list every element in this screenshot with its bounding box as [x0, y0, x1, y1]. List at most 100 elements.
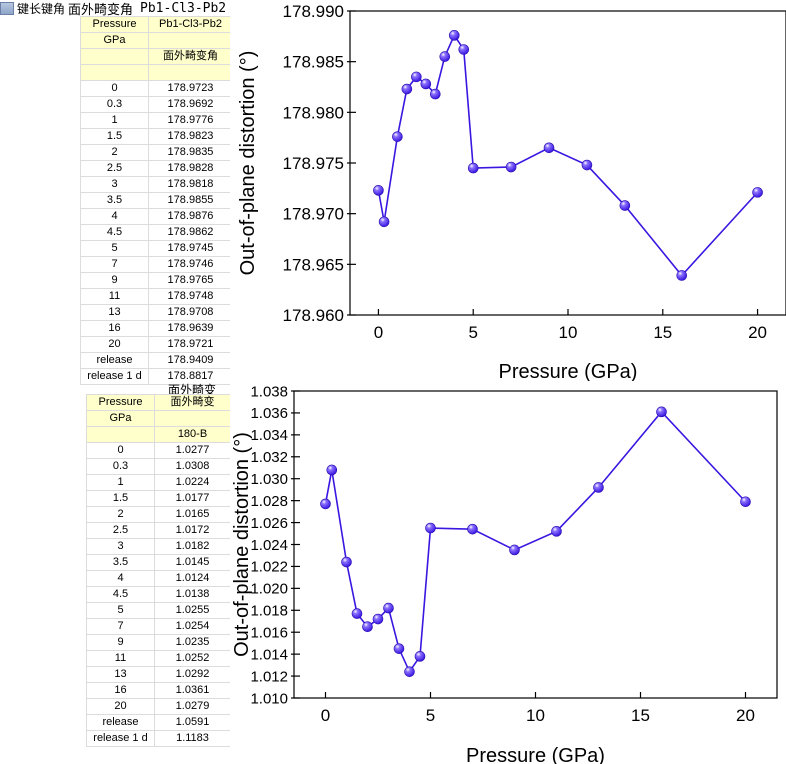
- pressure-cell[interactable]: 1.5: [80, 128, 149, 145]
- pressure-cell[interactable]: 11: [86, 650, 155, 667]
- pressure-cell[interactable]: 4: [86, 570, 155, 587]
- value-cell[interactable]: 178.9745: [148, 240, 233, 257]
- chart-2[interactable]: 1.010 1.012 1.014 1.016 1.018 1.020 1.022 1.024…: [230, 381, 786, 764]
- col-a-name[interactable]: Pressure: [80, 16, 149, 33]
- value-cell[interactable]: 1.0255: [154, 602, 231, 619]
- pressure-cell[interactable]: 5: [86, 602, 155, 619]
- value-cell[interactable]: 1.0252: [154, 650, 231, 667]
- pressure-cell[interactable]: 0: [80, 80, 149, 97]
- value-cell[interactable]: 178.9639: [148, 320, 233, 337]
- col-b-units[interactable]: [148, 32, 233, 49]
- worksheet-2[interactable]: Pressure 面外畸变 GPa 180-B 0 1.0277 0.3 1.0308…: [86, 394, 231, 747]
- value-cell[interactable]: 178.9776: [148, 112, 233, 129]
- pressure-cell[interactable]: 3.5: [80, 192, 149, 209]
- table-row[interactable]: 9 1.0235: [86, 634, 231, 651]
- col-b-comment[interactable]: 180-B: [154, 426, 231, 443]
- value-cell[interactable]: 1.0172: [154, 522, 231, 539]
- table-row[interactable]: release 1 d 1.1183: [86, 730, 231, 747]
- table-row[interactable]: 11 1.0252: [86, 650, 231, 667]
- value-cell[interactable]: 1.0224: [154, 474, 231, 491]
- table-row[interactable]: 0 1.0277: [86, 442, 231, 459]
- value-cell[interactable]: 1.0165: [154, 506, 231, 523]
- col-b-units[interactable]: [154, 410, 231, 427]
- pressure-cell[interactable]: 13: [86, 666, 155, 683]
- value-cell[interactable]: 1.0124: [154, 570, 231, 587]
- pressure-cell[interactable]: 13: [80, 304, 149, 321]
- table-row[interactable]: 20 1.0279: [86, 698, 231, 715]
- col-a-units[interactable]: GPa: [80, 32, 149, 49]
- table-row[interactable]: 0 178.9723: [80, 80, 233, 97]
- table-row[interactable]: 7 178.9746: [80, 256, 233, 273]
- pressure-cell[interactable]: 4: [80, 208, 149, 225]
- value-cell[interactable]: 178.9876: [148, 208, 233, 225]
- value-cell[interactable]: 178.9748: [148, 288, 233, 305]
- pressure-cell[interactable]: 4.5: [80, 224, 149, 241]
- table-row[interactable]: 4 1.0124: [86, 570, 231, 587]
- value-cell[interactable]: 1.0182: [154, 538, 231, 555]
- col-b-name[interactable]: Pb1-Cl3-Pb2: [148, 16, 233, 33]
- table-row[interactable]: 3.5 178.9855: [80, 192, 233, 209]
- col-b-blank[interactable]: [148, 64, 233, 81]
- pressure-cell[interactable]: 7: [86, 618, 155, 635]
- col-a-blank[interactable]: [80, 64, 149, 81]
- table-row[interactable]: 0.3 178.9692: [80, 96, 233, 113]
- pressure-cell[interactable]: 7: [80, 256, 149, 273]
- table-row[interactable]: 20 178.9721: [80, 336, 233, 353]
- pressure-cell[interactable]: 1: [80, 112, 149, 129]
- table-row[interactable]: 1.5 1.0177: [86, 490, 231, 507]
- table-row[interactable]: release 1.0591: [86, 714, 231, 731]
- pressure-cell[interactable]: 9: [80, 272, 149, 289]
- value-cell[interactable]: 178.9708: [148, 304, 233, 321]
- table-row[interactable]: 11 178.9748: [80, 288, 233, 305]
- table-row[interactable]: 2.5 178.9828: [80, 160, 233, 177]
- table-row[interactable]: 2 1.0165: [86, 506, 231, 523]
- value-cell[interactable]: 1.0308: [154, 458, 231, 475]
- col-a-comment[interactable]: [86, 426, 155, 443]
- value-cell[interactable]: 1.0254: [154, 618, 231, 635]
- table-row[interactable]: 3.5 1.0145: [86, 554, 231, 571]
- value-cell[interactable]: 1.0361: [154, 682, 231, 699]
- value-cell[interactable]: 178.9835: [148, 144, 233, 161]
- col-a-units[interactable]: GPa: [86, 410, 155, 427]
- table-row[interactable]: 7 1.0254: [86, 618, 231, 635]
- value-cell[interactable]: 178.9692: [148, 96, 233, 113]
- table-row[interactable]: 1 1.0224: [86, 474, 231, 491]
- col-b-comment[interactable]: 面外畸变角: [148, 48, 233, 65]
- table-row[interactable]: 5 178.9745: [80, 240, 233, 257]
- table-row[interactable]: 9 178.9765: [80, 272, 233, 289]
- value-cell[interactable]: 178.9823: [148, 128, 233, 145]
- pressure-cell[interactable]: 3: [80, 176, 149, 193]
- pressure-cell[interactable]: 3: [86, 538, 155, 555]
- value-cell[interactable]: 1.1183: [154, 730, 231, 747]
- value-cell[interactable]: 1.0138: [154, 586, 231, 603]
- pressure-cell[interactable]: 5: [80, 240, 149, 257]
- pressure-cell[interactable]: release 1 d: [80, 368, 149, 385]
- table-row[interactable]: 16 1.0361: [86, 682, 231, 699]
- pressure-cell[interactable]: 1.5: [86, 490, 155, 507]
- table-row[interactable]: 4.5 178.9862: [80, 224, 233, 241]
- pressure-cell[interactable]: 4.5: [86, 586, 155, 603]
- value-cell[interactable]: 1.0177: [154, 490, 231, 507]
- col-b-name[interactable]: 面外畸变: [154, 394, 231, 411]
- pressure-cell[interactable]: release 1 d: [86, 730, 155, 747]
- pressure-cell[interactable]: 0: [86, 442, 155, 459]
- table-row[interactable]: 4.5 1.0138: [86, 586, 231, 603]
- value-cell[interactable]: 178.9723: [148, 80, 233, 97]
- col-a-comment[interactable]: [80, 48, 149, 65]
- table-row[interactable]: 2 178.9835: [80, 144, 233, 161]
- table-row[interactable]: 0.3 1.0308: [86, 458, 231, 475]
- table-row[interactable]: 3 178.9818: [80, 176, 233, 193]
- table-row[interactable]: 13 178.9708: [80, 304, 233, 321]
- pressure-cell[interactable]: 2.5: [80, 160, 149, 177]
- pressure-cell[interactable]: 16: [86, 682, 155, 699]
- table-row[interactable]: 2.5 1.0172: [86, 522, 231, 539]
- worksheet-1[interactable]: Pressure Pb1-Cl3-Pb2 GPa 面外畸变角 0 178.9723…: [80, 16, 233, 385]
- value-cell[interactable]: 178.9862: [148, 224, 233, 241]
- pressure-cell[interactable]: 1: [86, 474, 155, 491]
- value-cell[interactable]: 1.0145: [154, 554, 231, 571]
- table-row[interactable]: 13 1.0292: [86, 666, 231, 683]
- pressure-cell[interactable]: 2: [86, 506, 155, 523]
- value-cell[interactable]: 178.9855: [148, 192, 233, 209]
- value-cell[interactable]: 178.9409: [148, 352, 233, 369]
- pressure-cell[interactable]: 20: [80, 336, 149, 353]
